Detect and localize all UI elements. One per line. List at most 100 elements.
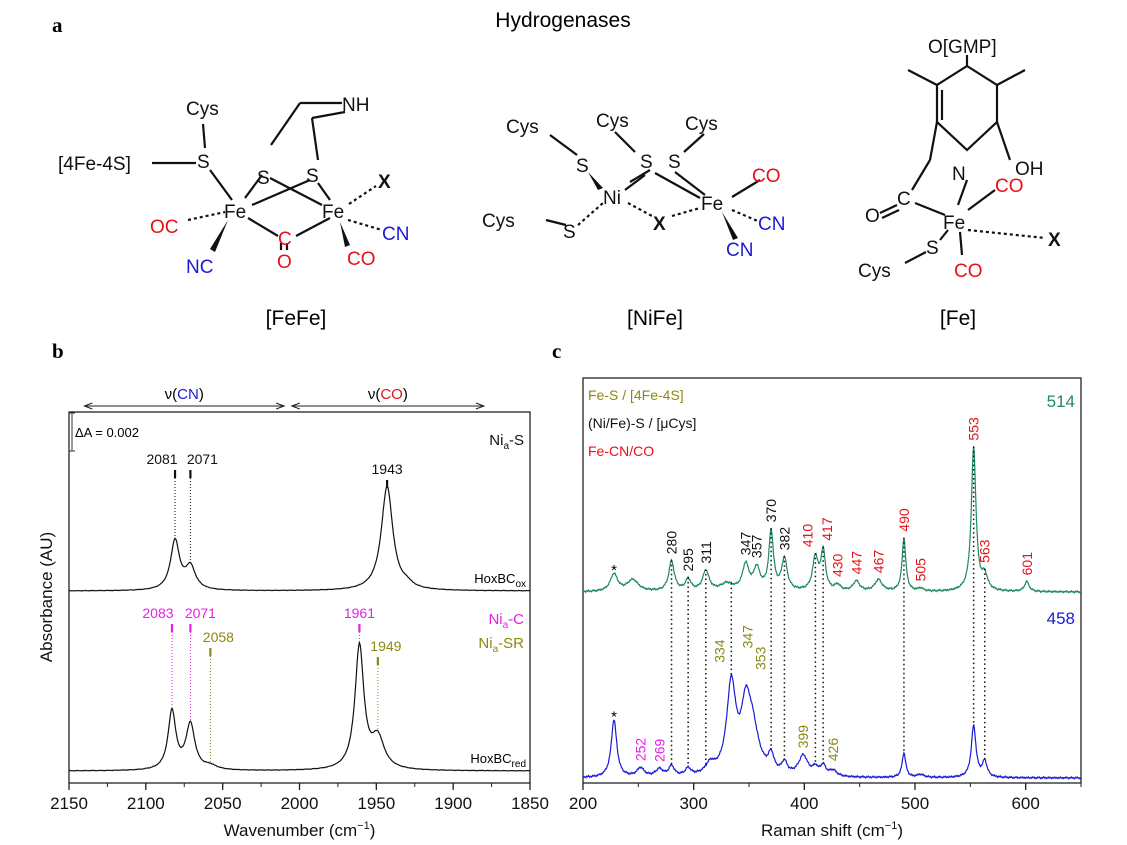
nife-structure: Cys Cys Cys S S S Ni Fe X Cys S CO CN CN…: [482, 111, 785, 330]
spectrum-name-red: HoxBCred: [470, 751, 526, 770]
peak-label: 311: [698, 541, 714, 564]
plot-frame: [68, 411, 531, 784]
peak-label: 280: [664, 531, 680, 555]
spectrum-458: [582, 672, 1082, 780]
peak-label: 2083: [142, 605, 173, 621]
x-axis-title: Raman shift (cm−1): [761, 820, 903, 840]
peak-label: 430: [830, 553, 846, 577]
peak-label: 410: [799, 524, 815, 548]
atom-label: S: [576, 156, 589, 177]
arrow-head-right: [475, 402, 486, 410]
atom-label: Cys: [482, 211, 515, 232]
x-tick-label: 500: [901, 794, 929, 813]
scale-bar-label: ΔA = 0.002: [75, 425, 139, 440]
plot-frame: [582, 377, 1082, 784]
panel-a-label: a: [52, 13, 63, 37]
atom-label: C: [278, 229, 292, 250]
arrow-head-left: [290, 402, 300, 410]
x-tick-label: 2150: [50, 794, 88, 813]
raman-spectra-chart: 200 300 400 500 600 Raman shift (cm−1) Fe-S / …: [569, 377, 1082, 840]
peak-label: 347: [740, 625, 756, 649]
atom-label: Cys: [186, 99, 219, 120]
atom-label: S: [197, 152, 210, 173]
atom-label: Fe: [701, 194, 723, 215]
y-axis-title: Absorbance (AU): [37, 532, 56, 662]
spectrum-name-514: 514: [1047, 392, 1075, 411]
peak-label: 553: [966, 417, 982, 441]
atom-label: Fe: [224, 202, 246, 223]
atom-label: Cys: [685, 114, 718, 135]
x-tick-label: 2050: [204, 794, 242, 813]
peak-label: 357: [749, 534, 765, 558]
nife-name: [NiFe]: [627, 307, 683, 330]
x-tick-label: 300: [679, 794, 707, 813]
peak-label: 382: [776, 527, 792, 551]
atom-label: X: [1048, 230, 1061, 251]
atom-label: CO: [954, 261, 983, 282]
atom-label: Cys: [596, 111, 629, 132]
atom-label: NH: [342, 95, 369, 116]
spectrum-name-458: 458: [1047, 609, 1075, 628]
fefe-structure: Cys S [4Fe-4S] S S NH Fe Fe OC NC C O X …: [58, 95, 409, 330]
atom-label: CO: [347, 249, 376, 270]
x-tick-label: 1950: [357, 794, 395, 813]
atom-label: Ni: [603, 188, 621, 209]
peak-label: 295: [680, 548, 696, 572]
atom-label: S: [563, 222, 576, 243]
region-label-co: ν(CO): [368, 386, 408, 403]
ir-spectra-chart: 2150 2100 2050 2000 1950 1900 1850 Wavenumber (…: [37, 386, 549, 840]
spectrum-514: [582, 445, 1082, 594]
spectrum-name-ox: HoxBCox: [474, 571, 526, 590]
peak-label: 370: [763, 499, 779, 523]
atom-label: O: [865, 206, 880, 227]
atom-label: CN: [382, 224, 409, 245]
x-tick-label: 600: [1011, 794, 1039, 813]
fefe-name: [FeFe]: [266, 307, 327, 330]
state-label: Nia-SR: [478, 635, 524, 655]
atom-label: X: [653, 214, 666, 235]
atom-label: OC: [150, 217, 179, 238]
region-label-cn: ν(CN): [165, 386, 204, 403]
asterisk-label: *: [611, 562, 617, 579]
peak-label: 2071: [187, 451, 218, 467]
atom-label: O: [277, 252, 292, 273]
spectrum-red: [68, 640, 531, 772]
peak-label: 252: [633, 738, 649, 762]
atom-label: N: [952, 164, 966, 185]
arrow-head-left: [82, 402, 93, 410]
atom-label: C: [897, 189, 911, 210]
state-label: Nia-S: [489, 432, 524, 452]
atom-label: CO: [752, 166, 781, 187]
state-label: Nia-C: [488, 611, 524, 631]
legend-entry: (Ni/Fe)-S / [μCys]: [588, 415, 696, 431]
peak-label: 1949: [370, 638, 401, 654]
panel-c-label: c: [552, 339, 561, 363]
peak-label: 2058: [203, 629, 234, 645]
atom-label: CN: [726, 240, 753, 261]
peak-label: 2081: [146, 451, 177, 467]
x-tick-label: 1850: [511, 794, 549, 813]
peak-label: 563: [977, 539, 993, 563]
peak-label: 1961: [344, 605, 375, 621]
arrow-head-right: [275, 402, 286, 410]
fe-name: [Fe]: [940, 307, 976, 330]
atom-label: S: [257, 168, 270, 189]
atom-label: Fe: [322, 202, 344, 223]
panel-b-label: b: [52, 339, 64, 363]
atom-label: CN: [758, 214, 785, 235]
atom-label: S: [306, 166, 319, 187]
atom-label: Cys: [858, 261, 891, 282]
legend-entry: Fe-CN/CO: [588, 443, 654, 459]
peak-label: 334: [711, 639, 727, 663]
x-tick-label: 2000: [281, 794, 319, 813]
atom-label: [4Fe-4S]: [58, 154, 131, 175]
x-tick-label: 400: [790, 794, 818, 813]
asterisk-label: *: [611, 709, 617, 726]
x-axis-title: Wavenumber (cm−1): [224, 820, 376, 840]
atom-label: Fe: [943, 213, 965, 234]
legend-entry: Fe-S / [4Fe-4S]: [588, 387, 684, 403]
x-tick-label: 1900: [434, 794, 472, 813]
peak-label: 601: [1019, 552, 1035, 576]
peak-label: 426: [825, 738, 841, 762]
